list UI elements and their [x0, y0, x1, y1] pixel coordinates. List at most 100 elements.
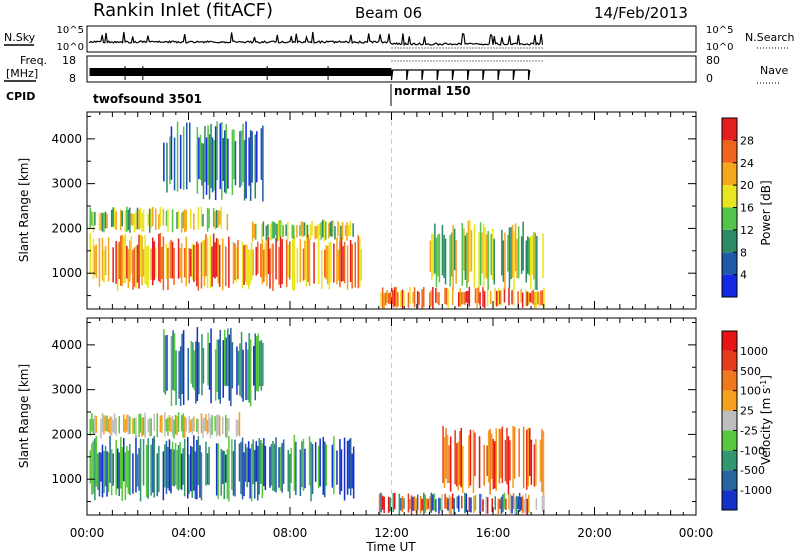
power-data-cell [249, 130, 252, 201]
power-data-cell [328, 242, 331, 290]
power-data-cell [182, 211, 184, 229]
power-data-cell [465, 291, 468, 303]
power-data-cell [155, 208, 157, 231]
velocity-data-cell [228, 436, 230, 502]
velocity-data-cell [521, 495, 524, 514]
power-data-cell [274, 223, 277, 236]
velocity-data-cell [259, 341, 261, 387]
power-data-cell [232, 242, 235, 285]
colorbar-segment [722, 162, 737, 186]
power-y-tick-label: 1000 [51, 266, 82, 280]
velocity-colorbar-label-main: Velocity [m s [759, 388, 773, 465]
power-data-cell [516, 238, 518, 279]
colorbar-tick-label: 12 [740, 224, 754, 237]
colorbar-segment [722, 410, 737, 431]
power-data-cell [338, 223, 341, 241]
power-data-cell [464, 235, 467, 280]
velocity-data-cell [209, 418, 212, 439]
power-data-cell [177, 210, 180, 229]
power-data-cell [127, 209, 130, 231]
power-data-cell [296, 225, 298, 238]
velocity-data-cell [224, 329, 226, 386]
power-data-cell [349, 221, 351, 236]
power-data-cell [487, 231, 489, 290]
velocity-data-cell [243, 452, 245, 497]
velocity-data-cell [410, 495, 413, 515]
colorbar-segment [722, 470, 737, 491]
velocity-data-cell [486, 497, 489, 514]
velocity-data-cell [191, 446, 194, 498]
power-data-cell [173, 137, 176, 191]
colorbar-tick-label: 16 [740, 202, 754, 215]
velocity-data-cell [378, 493, 381, 515]
colorbar-segment [722, 274, 737, 297]
velocity-data-cell [112, 453, 114, 486]
power-data-cell [308, 238, 311, 286]
velocity-data-cell [182, 330, 185, 405]
power-data-cell [469, 220, 471, 273]
velocity-data-cell [116, 448, 119, 489]
velocity-data-cell [492, 438, 495, 490]
power-data-cell [303, 222, 306, 236]
velocity-data-cell [308, 436, 311, 486]
velocity-data-cell [222, 416, 224, 434]
velocity-data-cell [112, 419, 114, 433]
power-data-cell [292, 239, 294, 291]
velocity-data-cell [504, 439, 507, 482]
power-data-cell [444, 238, 447, 285]
power-data-cell [337, 220, 339, 237]
freq-label: Freq. [20, 54, 47, 67]
power-data-cell [234, 243, 236, 281]
power-data-cell [225, 246, 227, 287]
velocity-data-cell [168, 415, 171, 431]
power-data-cell [132, 249, 134, 290]
power-data-cell [416, 291, 419, 309]
power-data-cell [323, 219, 326, 242]
velocity-data-cell [182, 448, 184, 485]
power-data-cell [196, 127, 199, 194]
power-data-cell [384, 292, 387, 306]
power-data-cell [203, 239, 206, 286]
power-data-cell [191, 243, 194, 280]
power-data-cell [331, 220, 333, 237]
power-data-cell [120, 209, 122, 231]
power-data-cell [103, 212, 105, 233]
power-data-cell [437, 234, 439, 277]
velocity-data-cell [165, 440, 168, 494]
power-data-cell [254, 134, 257, 199]
power-data-cell [304, 240, 306, 280]
power-data-cell [327, 246, 329, 285]
velocity-data-cell [132, 453, 134, 494]
date-label: 14/Feb/2013 [594, 4, 688, 22]
power-data-cell [453, 228, 456, 271]
velocity-data-cell [170, 417, 172, 433]
velocity-data-cell [236, 346, 238, 395]
velocity-data-cell [145, 444, 148, 497]
power-data-cell [133, 213, 136, 233]
nave-tick-low: 0 [706, 72, 713, 85]
power-data-cell [289, 241, 291, 280]
power-data-cell [215, 238, 218, 277]
power-data-cell [474, 288, 477, 304]
power-data-cell [511, 224, 514, 278]
power-data-cell [473, 224, 476, 288]
nsearch-label: N.Search [745, 31, 795, 44]
velocity-data-cell [180, 415, 183, 432]
power-data-cell [94, 245, 96, 276]
power-data-cell [241, 241, 244, 289]
freq-tick-low: 8 [69, 72, 76, 85]
velocity-data-cell [109, 416, 111, 435]
power-data-cell [212, 233, 215, 278]
power-data-cell [466, 232, 468, 288]
power-data-cell [196, 241, 198, 287]
velocity-data-cell [499, 499, 501, 509]
velocity-data-cell [260, 440, 262, 484]
power-data-cell [511, 290, 513, 305]
colorbar-segment [722, 490, 737, 510]
colorbar-segment [722, 390, 737, 411]
colorbar-tick-label: 100 [740, 385, 761, 398]
power-data-cell [116, 243, 119, 291]
power-data-cell [215, 210, 218, 228]
velocity-data-cell [507, 436, 510, 495]
